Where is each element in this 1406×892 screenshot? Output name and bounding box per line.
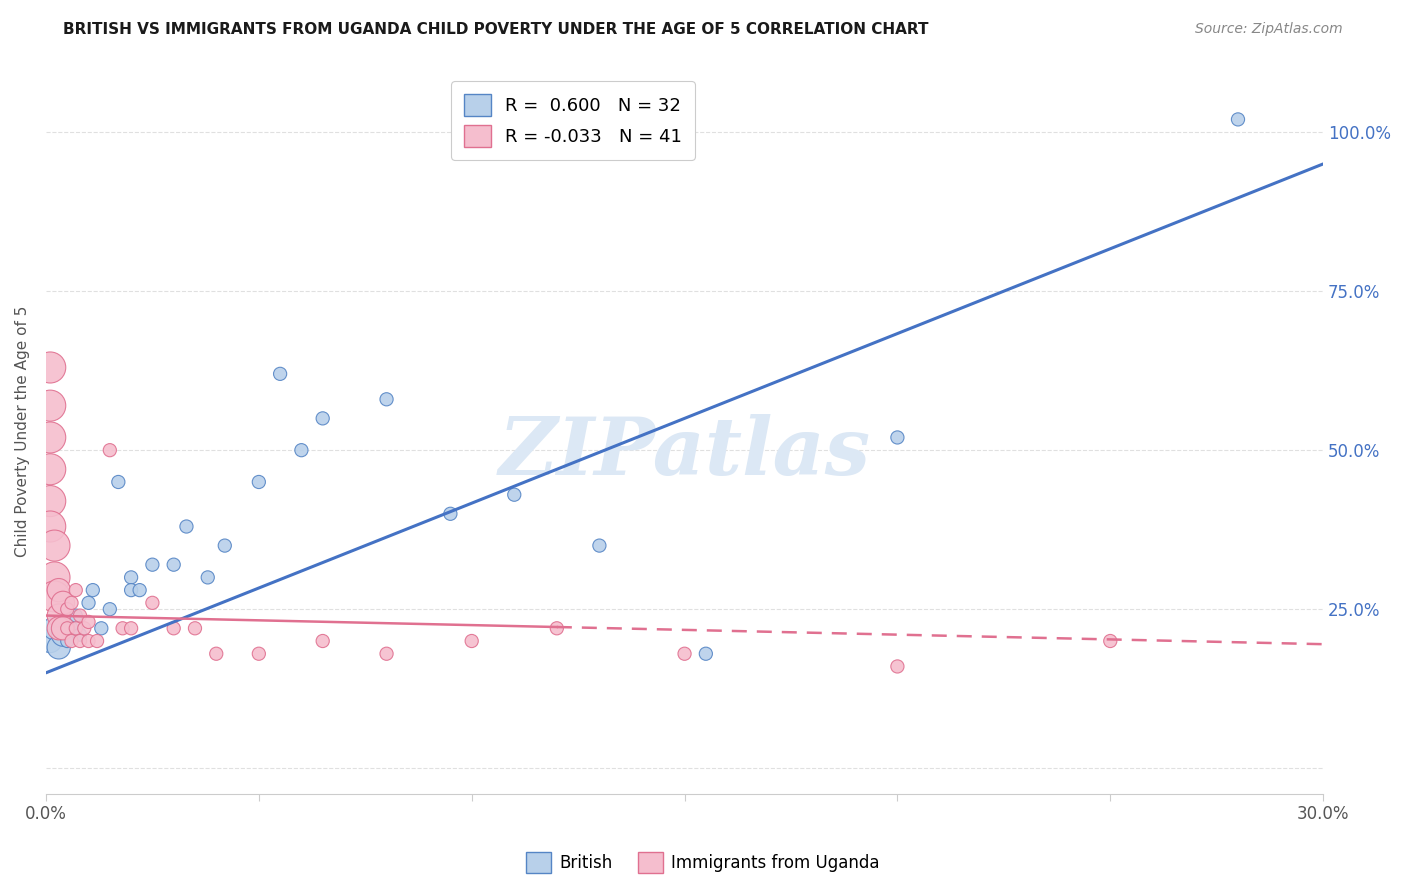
Point <box>77 596 100 610</box>
Point <box>503 488 526 502</box>
Point <box>65 583 87 598</box>
Point <box>184 621 207 635</box>
Point <box>111 621 134 635</box>
Point <box>69 634 91 648</box>
Point <box>205 647 228 661</box>
Point <box>56 621 79 635</box>
Point <box>886 659 908 673</box>
Point <box>141 596 163 610</box>
Point <box>52 596 75 610</box>
Point <box>56 634 79 648</box>
Point <box>44 539 66 553</box>
Point <box>39 634 62 648</box>
Point <box>82 583 104 598</box>
Point <box>588 539 610 553</box>
Point <box>128 583 150 598</box>
Point <box>439 507 461 521</box>
Text: ZIPatlas: ZIPatlas <box>499 414 870 491</box>
Point <box>312 634 335 648</box>
Point <box>60 596 83 610</box>
Point <box>65 608 87 623</box>
Point <box>90 621 112 635</box>
Point <box>39 494 62 508</box>
Point <box>44 621 66 635</box>
Point <box>60 634 83 648</box>
Point <box>546 621 568 635</box>
Text: BRITISH VS IMMIGRANTS FROM UGANDA CHILD POVERTY UNDER THE AGE OF 5 CORRELATION C: BRITISH VS IMMIGRANTS FROM UGANDA CHILD … <box>63 22 929 37</box>
Y-axis label: Child Poverty Under the Age of 5: Child Poverty Under the Age of 5 <box>15 305 30 557</box>
Point <box>141 558 163 572</box>
Point <box>39 399 62 413</box>
Point <box>52 621 75 635</box>
Point <box>65 621 87 635</box>
Point <box>39 462 62 476</box>
Legend: R =  0.600   N = 32, R = -0.033   N = 41: R = 0.600 N = 32, R = -0.033 N = 41 <box>451 81 695 160</box>
Point <box>375 392 398 407</box>
Point <box>163 558 186 572</box>
Point <box>673 647 696 661</box>
Point <box>39 360 62 375</box>
Point <box>44 570 66 584</box>
Point <box>120 570 142 584</box>
Point <box>86 634 108 648</box>
Point <box>48 583 70 598</box>
Text: Source: ZipAtlas.com: Source: ZipAtlas.com <box>1195 22 1343 37</box>
Point <box>197 570 219 584</box>
Point <box>98 443 121 458</box>
Point <box>1099 634 1122 648</box>
Point <box>69 627 91 641</box>
Point <box>69 608 91 623</box>
Point <box>176 519 198 533</box>
Legend: British, Immigrants from Uganda: British, Immigrants from Uganda <box>520 846 886 880</box>
Point <box>120 583 142 598</box>
Point <box>247 475 270 489</box>
Point <box>52 627 75 641</box>
Point <box>120 621 142 635</box>
Point <box>48 608 70 623</box>
Point <box>73 621 96 635</box>
Point <box>214 539 236 553</box>
Point <box>163 621 186 635</box>
Point <box>77 634 100 648</box>
Point <box>44 590 66 604</box>
Point <box>460 634 482 648</box>
Point <box>269 367 291 381</box>
Point <box>39 519 62 533</box>
Point <box>247 647 270 661</box>
Point <box>56 602 79 616</box>
Point <box>39 430 62 444</box>
Point <box>290 443 312 458</box>
Point <box>48 621 70 635</box>
Point <box>98 602 121 616</box>
Point <box>48 640 70 655</box>
Point <box>695 647 717 661</box>
Point <box>375 647 398 661</box>
Point <box>107 475 129 489</box>
Point <box>312 411 335 425</box>
Point <box>77 615 100 629</box>
Point <box>886 430 908 444</box>
Point <box>60 621 83 635</box>
Point <box>1227 112 1250 127</box>
